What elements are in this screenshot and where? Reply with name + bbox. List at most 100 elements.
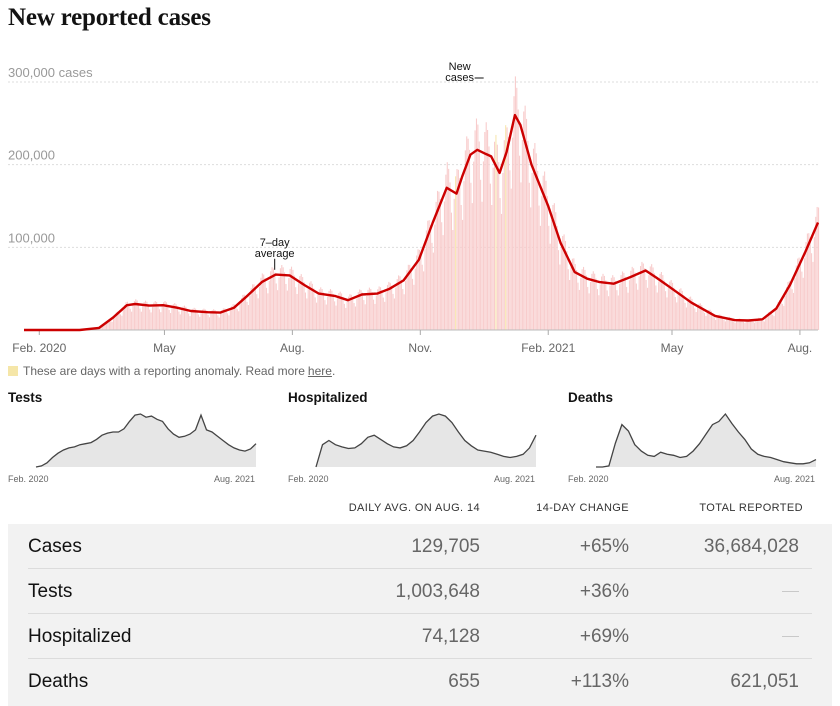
daily-bar	[174, 303, 176, 330]
daily-bar	[722, 316, 724, 330]
daily-bar	[804, 258, 806, 330]
daily-bar	[210, 313, 212, 330]
daily-bar	[318, 289, 320, 330]
daily-bar	[107, 320, 109, 330]
daily-bar	[108, 320, 110, 330]
daily-bar	[235, 305, 237, 330]
daily-bar	[481, 201, 483, 330]
daily-bar	[411, 278, 414, 330]
grid-lines	[8, 81, 818, 248]
daily-bar	[259, 286, 261, 330]
daily-bar	[744, 323, 746, 330]
daily-bar	[297, 283, 300, 330]
daily-bar	[366, 296, 368, 330]
daily-bar	[473, 161, 475, 330]
daily-bar	[413, 284, 415, 330]
daily-bar	[395, 287, 397, 330]
daily-bar	[709, 309, 711, 330]
daily-bar	[279, 268, 281, 330]
daily-bar	[698, 303, 700, 330]
daily-bar	[252, 284, 254, 330]
daily-bar	[271, 267, 273, 330]
daily-bar	[332, 293, 334, 330]
y-tick-label: 300,000 cases	[8, 65, 93, 80]
daily-bar	[535, 153, 537, 330]
x-tick-label: Aug.	[280, 341, 305, 355]
daily-bar	[652, 267, 654, 330]
header-14-day-change: 14-DAY CHANGE	[536, 502, 629, 514]
daily-bar	[135, 299, 137, 330]
daily-bar	[574, 264, 576, 330]
x-tick-label: Aug.	[788, 341, 813, 355]
daily-bar	[802, 277, 804, 330]
x-tick-label: May	[661, 341, 684, 355]
header-daily-avg: DAILY AVG. ON AUG. 14	[348, 502, 480, 514]
header-total-reported: TOTAL REPORTED	[699, 502, 803, 514]
daily-bar	[396, 279, 398, 330]
daily-bar	[695, 312, 697, 330]
daily-bar	[560, 247, 562, 330]
hospitalized-sparkline	[315, 413, 537, 468]
daily-bar	[416, 255, 418, 330]
daily-bar	[453, 198, 455, 330]
daily-bar	[445, 174, 447, 330]
daily-bar	[544, 171, 546, 330]
daily-bar	[431, 242, 433, 330]
daily-bar	[232, 304, 234, 330]
daily-bar	[311, 283, 313, 330]
row-daily-avg: 1,003,648	[395, 581, 480, 602]
daily-bar	[712, 313, 714, 330]
daily-bar	[275, 283, 277, 330]
chart-title: New reported cases	[8, 4, 211, 31]
small-chart-x-end: Aug. 2021	[214, 474, 256, 484]
daily-bar	[150, 312, 152, 330]
daily-bar	[247, 305, 249, 330]
daily-bar	[334, 301, 336, 330]
daily-bar	[538, 205, 540, 330]
daily-bar	[379, 287, 382, 330]
daily-bar	[677, 294, 679, 330]
daily-bar	[316, 302, 318, 330]
daily-bar	[310, 281, 312, 330]
daily-bar	[272, 268, 274, 330]
daily-bar	[370, 288, 372, 330]
daily-bar	[628, 280, 630, 330]
daily-bar	[559, 264, 561, 330]
read-more-link[interactable]: here	[307, 364, 332, 378]
daily-bar	[505, 125, 507, 330]
daily-bar	[420, 252, 422, 330]
daily-bar	[289, 268, 291, 330]
row-divider	[28, 658, 812, 659]
daily-bar	[126, 301, 128, 330]
daily-bar	[128, 303, 130, 330]
daily-bar	[450, 212, 452, 330]
daily-bar	[356, 298, 358, 330]
daily-bar	[349, 294, 351, 330]
daily-bar	[610, 277, 612, 330]
daily-bar	[616, 290, 618, 330]
daily-bar	[464, 150, 466, 330]
daily-bar	[338, 293, 340, 330]
daily-bar	[609, 285, 611, 330]
daily-bar	[286, 290, 288, 330]
daily-bar	[507, 136, 509, 330]
daily-bar	[398, 275, 400, 330]
daily-bar	[215, 311, 217, 330]
daily-bar	[509, 170, 511, 330]
daily-bar	[238, 311, 240, 330]
daily-bar	[734, 322, 736, 330]
daily-bar	[303, 282, 305, 330]
daily-bar	[585, 275, 587, 330]
daily-bar	[253, 284, 255, 330]
daily-bar	[673, 287, 675, 330]
daily-bar	[199, 316, 201, 330]
daily-bar	[410, 268, 412, 330]
daily-bar	[808, 233, 810, 330]
daily-bar	[756, 318, 758, 330]
row-total-reported: 621,051	[730, 671, 799, 692]
daily-bar	[653, 273, 656, 330]
daily-bar	[588, 293, 590, 330]
daily-bar	[546, 196, 548, 330]
daily-bar	[157, 304, 159, 330]
daily-bar	[701, 305, 703, 330]
